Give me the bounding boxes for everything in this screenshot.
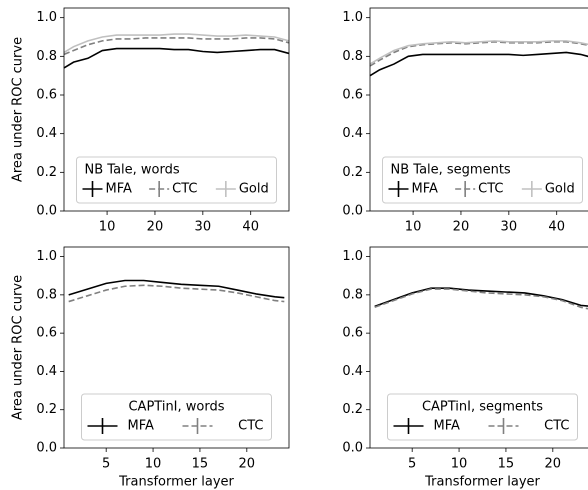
y-tick-label: 0.0 [36, 441, 57, 456]
x-tick-label: 5 [102, 457, 110, 472]
y-tick-label: 0.2 [36, 165, 57, 180]
y-tick-label: 0.8 [36, 287, 57, 302]
subplot: 0.0 0.2 0.4 0.6 0.8 1.0 5 10 15 20 Area under ROC … [11, 246, 290, 490]
legend-label: CTC [238, 419, 263, 434]
y-axis-label: Area under ROC curve [11, 275, 26, 420]
x-tick-label: 20 [239, 457, 256, 472]
y-tick-label: 1.0 [36, 249, 57, 264]
y-tick-label: 0.4 [342, 364, 363, 379]
legend-title: CAPTinI, segments [422, 400, 543, 415]
x-tick-label: 30 [501, 220, 518, 235]
y-tick-label: 0.8 [36, 49, 57, 64]
series-line [369, 41, 588, 67]
x-tick-label: 30 [195, 220, 212, 235]
subplot: 0.0 0.2 0.4 0.6 0.8 1.0 5 10 15 20 Transformer lay… [342, 246, 588, 490]
y-tick-label: 1.0 [342, 10, 363, 25]
x-tick-label: 20 [147, 220, 164, 235]
axes-frame [369, 246, 588, 449]
y-tick-label: 0.0 [342, 204, 363, 219]
y-tick-label: 0.6 [36, 88, 57, 103]
series-line [374, 288, 588, 310]
legend-label: MFA [412, 182, 439, 197]
legend-title: CAPTinI, words [128, 400, 224, 415]
y-tick-label: 0.2 [342, 402, 363, 417]
legend-box [81, 393, 272, 441]
x-tick-label: 20 [545, 457, 562, 472]
y-tick-label: 0.4 [36, 126, 57, 141]
legend-box [387, 393, 578, 441]
series-line [369, 51, 588, 77]
y-tick-label: 0.8 [342, 49, 363, 64]
legend: NB Tale, segments MFA CTC Gold [382, 156, 583, 204]
subplot: 0.0 0.2 0.4 0.6 0.8 1.0 10 20 30 40 Area under ROC… [11, 7, 290, 235]
legend-label: CTC [544, 419, 569, 434]
x-tick-label: 20 [453, 220, 470, 235]
legend-label: Gold [239, 182, 269, 197]
legend-title: NB Tale, segments [391, 163, 511, 178]
series-line [63, 47, 290, 69]
y-tick-label: 0.0 [36, 204, 57, 219]
y-tick-label: 0.2 [342, 165, 363, 180]
legend-title: NB Tale, words [85, 163, 180, 178]
y-tick-label: 1.0 [342, 249, 363, 264]
legend-label: MFA [434, 419, 461, 434]
y-tick-label: 0.6 [36, 326, 57, 341]
x-tick-label: 15 [192, 457, 209, 472]
legend: CAPTinI, words MFA CTC [81, 393, 272, 441]
axes-frame [63, 7, 290, 212]
series-line [63, 37, 290, 56]
x-tick-label: 10 [451, 457, 468, 472]
legend-label: MFA [128, 419, 155, 434]
y-tick-label: 0.4 [36, 364, 57, 379]
x-tick-label: 10 [145, 457, 162, 472]
legend-label: CTC [478, 182, 503, 197]
x-tick-label: 10 [99, 220, 116, 235]
y-tick-label: 0.6 [342, 88, 363, 103]
series-line [374, 287, 588, 308]
y-tick-label: 0.2 [36, 402, 57, 417]
x-axis-label: Transformer layer [118, 475, 234, 490]
x-tick-label: 40 [242, 220, 259, 235]
axes-frame [369, 7, 588, 212]
x-tick-label: 15 [498, 457, 515, 472]
y-tick-label: 1.0 [36, 10, 57, 25]
legend: CAPTinI, segments MFA CTC [387, 393, 578, 441]
y-axis-label: Area under ROC curve [11, 37, 26, 182]
y-tick-label: 0.4 [342, 126, 363, 141]
legend-label: MFA [106, 182, 133, 197]
x-tick-label: 40 [548, 220, 565, 235]
axes-frame [63, 246, 290, 449]
series-line [63, 33, 290, 54]
legend-label: Gold [545, 182, 575, 197]
series-line [369, 40, 588, 65]
subplot: 0.0 0.2 0.4 0.6 0.8 1.0 10 20 30 40 NB Tale, segme… [342, 7, 588, 235]
legend: NB Tale, words MFA CTC Gold [76, 156, 277, 204]
series-line [68, 284, 285, 303]
x-tick-label: 5 [408, 457, 416, 472]
y-tick-label: 0.6 [342, 326, 363, 341]
series-line [68, 279, 285, 299]
legend-label: CTC [172, 182, 197, 197]
y-tick-label: 0.0 [342, 441, 363, 456]
x-axis-label: Transformer layer [424, 475, 540, 490]
x-tick-label: 10 [405, 220, 422, 235]
y-tick-label: 0.8 [342, 287, 363, 302]
